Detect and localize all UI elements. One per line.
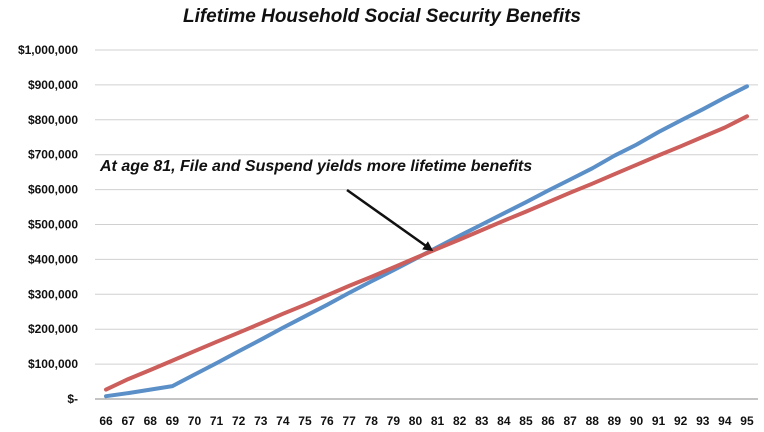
y-tick-label: $100,000 [28, 357, 78, 371]
y-tick-label: $800,000 [28, 113, 78, 127]
x-tick-label: 81 [431, 414, 445, 428]
x-tick-label: 73 [254, 414, 268, 428]
series-line-2 [104, 114, 749, 392]
x-tick-label: 71 [210, 414, 224, 428]
chart-title: Lifetime Household Social Security Benef… [182, 6, 582, 27]
x-tick-label: 75 [298, 414, 312, 428]
x-tick-label: 80 [409, 414, 423, 428]
y-tick-label: $300,000 [28, 287, 78, 301]
y-tick-label: $200,000 [28, 322, 78, 336]
x-tick-label: 87 [563, 414, 577, 428]
x-tick-label: 91 [652, 414, 666, 428]
x-tick-label: 66 [99, 414, 113, 428]
x-tick-label: 90 [630, 414, 644, 428]
x-tick-label: 85 [519, 414, 533, 428]
y-axis-ticks: $- $100,000 $200,000 $300,000 $400,000 $500,0… [18, 43, 78, 406]
x-tick-label: 72 [232, 414, 246, 428]
y-tick-label: $900,000 [28, 78, 78, 92]
x-tick-label: 84 [497, 414, 511, 428]
x-tick-label: 76 [320, 414, 334, 428]
x-tick-label: 74 [276, 414, 290, 428]
x-tick-label: 88 [586, 414, 600, 428]
y-tick-label: $- [67, 392, 78, 406]
y-tick-label: $700,000 [28, 148, 78, 162]
x-tick-label: 77 [342, 414, 356, 428]
y-tick-label: $1,000,000 [18, 43, 78, 57]
x-tick-label: 78 [365, 414, 379, 428]
annotation-text: At age 81, File and Suspend yields more … [100, 158, 533, 175]
x-tick-label: 95 [740, 414, 754, 428]
annotation-arrow [346, 188, 434, 252]
y-tick-label: $400,000 [28, 252, 78, 266]
x-axis-ticks: 66 67 68 69 70 71 72 73 74 75 76 77 78 79 80 81 82 83 84 85… [95, 398, 758, 428]
x-tick-label: 89 [608, 414, 622, 428]
x-tick-label: 94 [718, 414, 732, 428]
x-tick-label: 68 [144, 414, 158, 428]
x-tick-label: 83 [475, 414, 489, 428]
x-tick-label: 69 [166, 414, 180, 428]
x-tick-label: 70 [188, 414, 202, 428]
y-tick-label: $600,000 [28, 183, 78, 197]
x-tick-label: 67 [121, 414, 135, 428]
x-tick-label: 86 [541, 414, 555, 428]
x-tick-label: 82 [453, 414, 467, 428]
x-tick-label: 79 [387, 414, 401, 428]
gridlines [95, 49, 758, 365]
y-tick-label: $500,000 [28, 218, 78, 232]
series-lines [104, 84, 749, 399]
x-tick-label: 92 [674, 414, 688, 428]
x-tick-label: 93 [696, 414, 710, 428]
